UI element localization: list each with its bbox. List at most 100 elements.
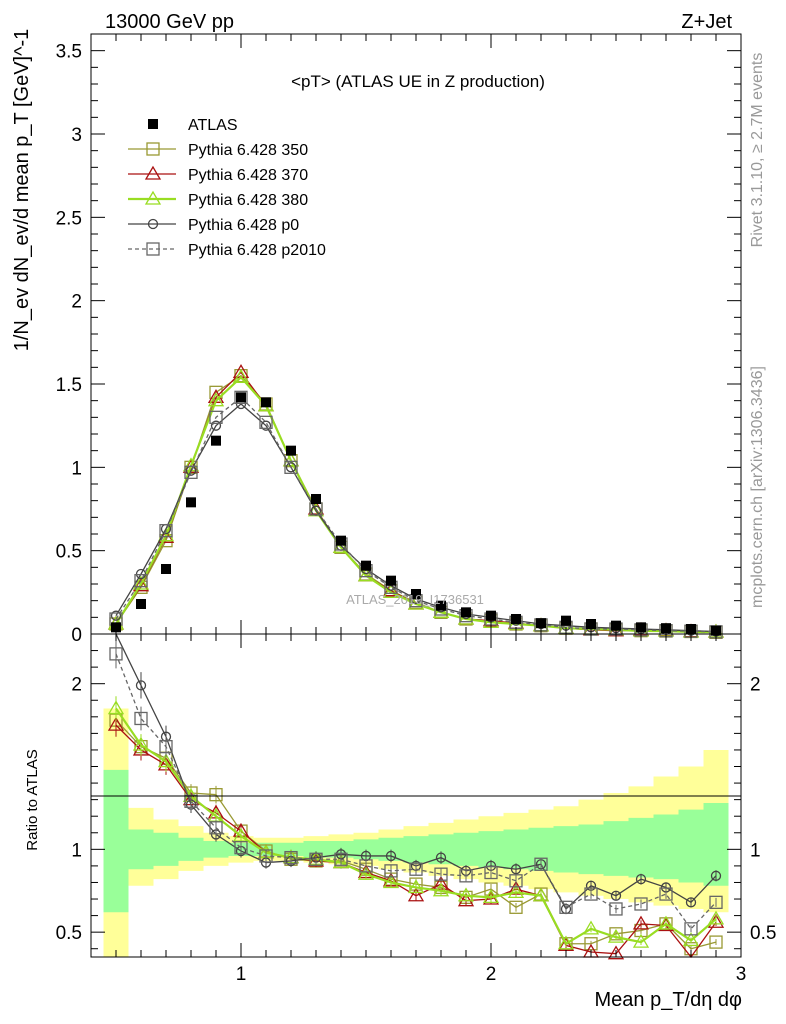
ratio-point-pythia-6-428-370: [457, 892, 475, 907]
ratio-point-pythia-6-428-p2010: [259, 849, 273, 863]
main-point-pythia-6-428-380: [132, 575, 150, 590]
ratio-point-pythia-6-428-380: [482, 889, 500, 904]
ratio-point-pythia-6-428-p2010: [584, 887, 598, 901]
ratio-y-tick-label-right: 2: [750, 675, 761, 696]
ratio-point-pythia-6-428-p2010: [409, 862, 423, 876]
side-label-bottom: mcplots.cern.ch [arXiv:1306.3436]: [749, 366, 766, 608]
ratio-point-pythia-6-428-p0: [610, 890, 622, 901]
ratio-point-pythia-6-428-p0: [685, 897, 697, 908]
ratio-point-pythia-6-428-p2010: [709, 895, 723, 909]
legend-marker-atlas: [148, 119, 158, 129]
legend-label: Pythia 6.428 350: [188, 142, 308, 159]
ratio-point-pythia-6-428-p0: [710, 870, 722, 881]
legend: ATLAS Pythia 6.428 350 Pythia 6.428 370 Pyt…: [128, 117, 326, 259]
ratio-point-pythia-6-428-p2010: [284, 850, 298, 865]
ratio-point-pythia-6-428-380: [707, 910, 725, 925]
atlas-point: [136, 599, 146, 609]
ratio-point-pythia-6-428-p2010: [634, 897, 648, 911]
ratio-point-pythia-6-428-370: [407, 887, 425, 902]
ratio-point-pythia-6-428-380: [507, 884, 525, 899]
ratio-point-pythia-6-428-p2010: [159, 739, 173, 754]
ratio-point-pythia-6-428-380: [582, 920, 600, 935]
atlas-point: [436, 600, 446, 611]
legend-marker: [147, 218, 159, 230]
atlas-point: [211, 435, 221, 446]
legend-entry-pythia-6-428-380: Pythia 6.428 380: [128, 190, 308, 209]
ratio-point-pythia-6-428-380: [632, 933, 650, 948]
ratio-point-pythia-6-428-p2010: [459, 869, 473, 883]
ratio-point-pythia-6-428-p2010: [484, 865, 498, 880]
ratio-point-pythia-6-428-p2010: [184, 794, 198, 808]
ratio-point-pythia-6-428-p2010: [209, 821, 223, 835]
ratio-point-pythia-6-428-350: [709, 935, 723, 949]
ratio-point-pythia-6-428-p2010: [359, 859, 373, 873]
atlas-point: [586, 619, 596, 629]
ratio-point-pythia-6-428-p2010: [659, 887, 673, 901]
ratio-point-pythia-6-428-380: [432, 882, 450, 897]
legend-entry-pythia-6-428-p0: Pythia 6.428 p0: [128, 217, 299, 234]
ratio-point-pythia-6-428-p0: [435, 852, 447, 863]
main-point-pythia-6-428-p0: [210, 420, 222, 431]
ratio-point-pythia-6-428-380: [107, 700, 125, 715]
atlas-point: [186, 497, 196, 508]
legend-label: ATLAS: [188, 117, 238, 134]
ratio-point-pythia-6-428-p2010: [334, 852, 348, 866]
ratio-point-pythia-6-428-p2010: [534, 857, 548, 871]
ratio-uncertainty-bands: [103, 708, 729, 957]
atlas-point: [461, 607, 471, 618]
x-tick-label: 3: [736, 964, 747, 985]
main-point-pythia-6-428-p2010: [159, 524, 173, 538]
ratio-y-tick-label-right: 1: [750, 840, 761, 861]
legend-marker: [146, 242, 160, 256]
atlas-point: [511, 614, 521, 624]
atlas-point: [236, 392, 246, 403]
ratio-point-pythia-6-428-350: [509, 900, 523, 914]
ratio-point-pythia-6-428-380: [132, 736, 150, 751]
atlas-point: [261, 397, 271, 408]
header-left: 13000 GeV pp: [105, 11, 234, 33]
atlas-point: [561, 615, 571, 626]
ratio-point-pythia-6-428-380: [407, 879, 425, 894]
atlas-point: [336, 535, 346, 546]
atlas-point: [536, 618, 546, 629]
main-line-pythia-6-428-p2010: [115, 396, 717, 633]
main-point-pythia-6-428-380: [357, 567, 375, 582]
ratio-point-pythia-6-428-370: [632, 915, 650, 930]
ratio-point-pythia-6-428-p2010: [684, 922, 698, 936]
ratio-point-pythia-6-428-p2010: [509, 874, 523, 888]
ratio-point-pythia-6-428-p2010: [109, 647, 123, 661]
main-y-tick-label: 1.5: [56, 375, 82, 396]
ratio-series-layer: [107, 633, 725, 960]
ratio-point-pythia-6-428-370: [607, 945, 625, 960]
ratio-y-tick-label-right: 0.5: [750, 923, 776, 944]
ratio-point-pythia-6-428-380: [557, 935, 575, 950]
legend-marker: [144, 190, 162, 205]
ratio-point-pythia-6-428-380: [357, 865, 375, 880]
main-point-pythia-6-428-380: [332, 539, 350, 553]
side-label-top: Rivet 3.1.10, ≥ 2.7M events: [749, 53, 766, 248]
main-point-pythia-6-428-380: [432, 604, 450, 618]
ratio-point-pythia-6-428-370: [107, 716, 125, 731]
main-y-tick-label: 1: [71, 458, 82, 479]
ratio-point-pythia-6-428-380: [532, 887, 550, 902]
x-tick-label: 1: [236, 964, 247, 985]
ratio-point-pythia-6-428-380: [657, 915, 675, 930]
x-axis-title: Mean p_T/dη dφ: [595, 989, 743, 1011]
main-point-pythia-6-428-p0: [285, 462, 297, 473]
main-point-pythia-6-428-380: [282, 452, 300, 467]
ratio-point-pythia-6-428-380: [157, 753, 175, 768]
ratio-point-pythia-6-428-p0: [635, 873, 647, 885]
legend-label: Pythia 6.428 p0: [188, 217, 299, 234]
ratio-point-pythia-6-428-p2010: [559, 900, 573, 914]
main-point-pythia-6-428-370: [132, 577, 150, 592]
ratio-point-pythia-6-428-380: [382, 874, 400, 889]
atlas-point: [286, 445, 296, 456]
atlas-point: [311, 494, 321, 504]
atlas-point: [411, 589, 421, 599]
main-point-pythia-6-428-p0: [135, 568, 147, 580]
ratio-point-pythia-6-428-p2010: [609, 902, 623, 916]
legend-entry-pythia-6-428-350: Pythia 6.428 350: [128, 142, 308, 159]
main-y-tick-label: 2.5: [56, 208, 82, 229]
ratio-point-pythia-6-428-p2010: [234, 841, 248, 855]
ratio-point-pythia-6-428-380: [332, 854, 350, 869]
